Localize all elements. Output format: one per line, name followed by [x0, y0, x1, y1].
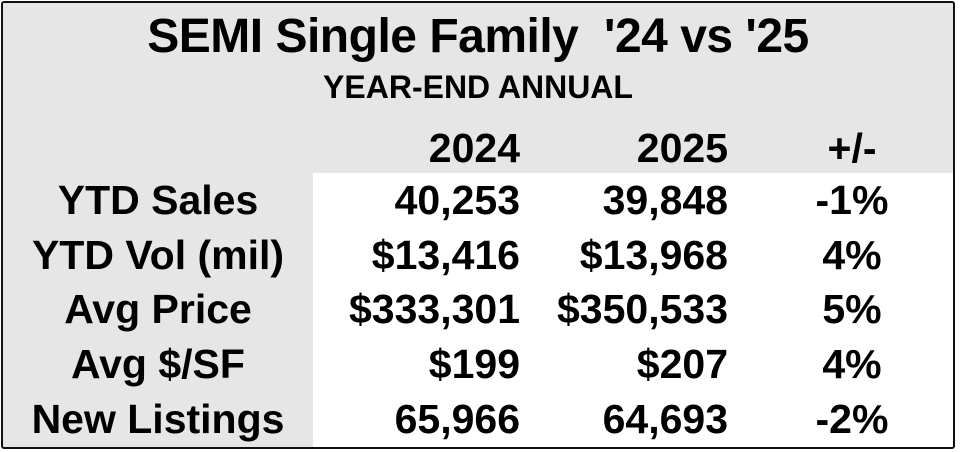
row-label-avg-psf: Avg $/SF [71, 341, 245, 388]
change-cell: 5% [731, 282, 953, 338]
change-cell: 4% [731, 337, 953, 393]
change-cell: -1% [731, 173, 953, 228]
value-cell-2024: 40,253 [313, 173, 523, 228]
value-cell-2025: $207 [523, 337, 731, 393]
change-cell: -2% [731, 392, 953, 447]
column-header-2025: 2025 [636, 124, 728, 171]
value-cell-2024: 65,966 [313, 392, 523, 447]
value-cell-2025: 64,693 [523, 392, 731, 447]
row-label-ytd-sales: YTD Sales [57, 176, 259, 223]
change-cell: 4% [731, 227, 953, 283]
row-label-new-listings: New Listings [31, 396, 285, 443]
value-cell-2024: $333,301 [313, 282, 523, 338]
column-header-2024: 2024 [428, 124, 520, 171]
value-cell-2025: $350,533 [523, 282, 731, 338]
value-cell-2025: 39,848 [523, 173, 731, 228]
page-title: SEMI Single Family '24 vs '25 [147, 9, 809, 63]
row-label-ytd-vol: YTD Vol (mil) [31, 231, 285, 278]
page-subtitle: YEAR-END ANNUAL [323, 69, 633, 105]
value-cell-2025: $13,968 [523, 227, 731, 283]
stats-table: 2024 2025 +/- YTD Sales 40,253 39,848 -1… [3, 123, 953, 447]
column-header-blank [3, 123, 313, 173]
column-header-change: +/- [827, 124, 877, 171]
value-cell-2024: $13,416 [313, 227, 523, 283]
value-cell-2024: $199 [313, 337, 523, 393]
row-label-avg-price: Avg Price [64, 286, 252, 333]
